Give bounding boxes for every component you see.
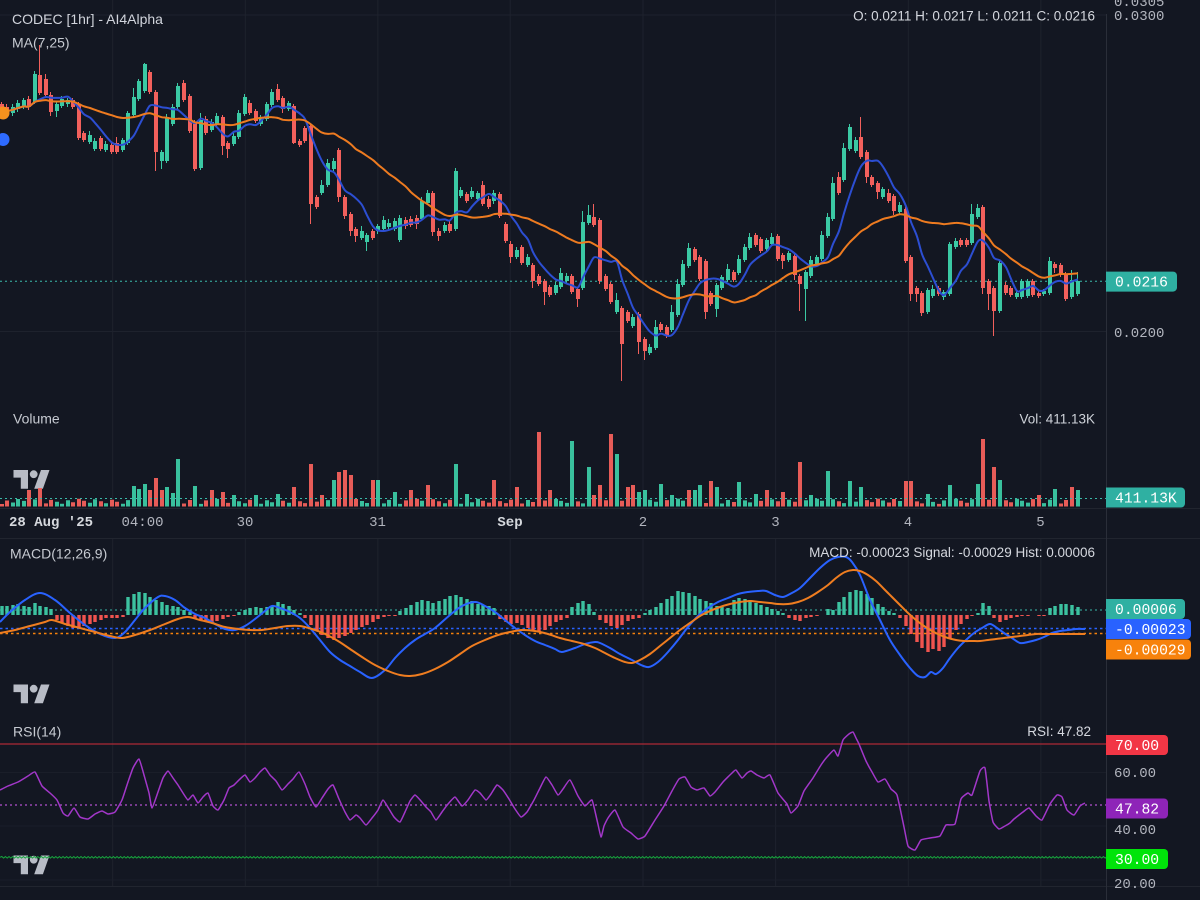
svg-text:MA(7,25): MA(7,25) — [12, 35, 70, 51]
svg-text:MACD: -0.00023 Signal: -0.0002: MACD: -0.00023 Signal: -0.00029 Hist: 0.… — [809, 545, 1095, 560]
svg-text:20.00: 20.00 — [1114, 877, 1156, 893]
svg-text:31: 31 — [369, 515, 386, 531]
svg-text:Volume: Volume — [13, 411, 60, 427]
svg-text:-0.00029: -0.00029 — [1115, 644, 1186, 660]
svg-text:RSI: 47.82: RSI: 47.82 — [1027, 724, 1091, 739]
svg-text:0.0216: 0.0216 — [1115, 276, 1168, 292]
svg-text:-0.00023: -0.00023 — [1115, 623, 1186, 639]
svg-text:411.13K: 411.13K — [1115, 492, 1177, 508]
svg-text:60.00: 60.00 — [1114, 766, 1156, 782]
svg-text:3: 3 — [771, 515, 779, 531]
svg-text:5: 5 — [1036, 515, 1044, 531]
svg-text:RSI(14): RSI(14) — [13, 724, 61, 740]
svg-text:CODEC [1hr] - AI4Alpha: CODEC [1hr] - AI4Alpha — [12, 11, 163, 27]
svg-text:0.00006: 0.00006 — [1115, 603, 1177, 619]
svg-text:0.0300: 0.0300 — [1114, 9, 1164, 25]
svg-text:Vol: 411.13K: Vol: 411.13K — [1019, 412, 1095, 427]
svg-text:30: 30 — [237, 515, 254, 531]
svg-text:O: 0.0211 H: 0.0217 L: 0.0211: O: 0.0211 H: 0.0217 L: 0.0211 C: 0.0216 — [853, 9, 1095, 24]
svg-text:04:00: 04:00 — [121, 515, 163, 531]
svg-text:47.82: 47.82 — [1115, 803, 1159, 819]
svg-text:0.0305: 0.0305 — [1114, 0, 1164, 11]
svg-text:MACD(12,26,9): MACD(12,26,9) — [10, 546, 107, 562]
svg-text:28 Aug '25: 28 Aug '25 — [9, 515, 93, 531]
svg-text:4: 4 — [904, 515, 912, 531]
svg-text:30.00: 30.00 — [1115, 853, 1159, 869]
svg-text:40.00: 40.00 — [1114, 823, 1156, 839]
svg-text:Sep: Sep — [497, 515, 522, 531]
svg-text:2: 2 — [639, 515, 647, 531]
svg-text:0.0200: 0.0200 — [1114, 326, 1164, 342]
svg-text:70.00: 70.00 — [1115, 739, 1159, 755]
